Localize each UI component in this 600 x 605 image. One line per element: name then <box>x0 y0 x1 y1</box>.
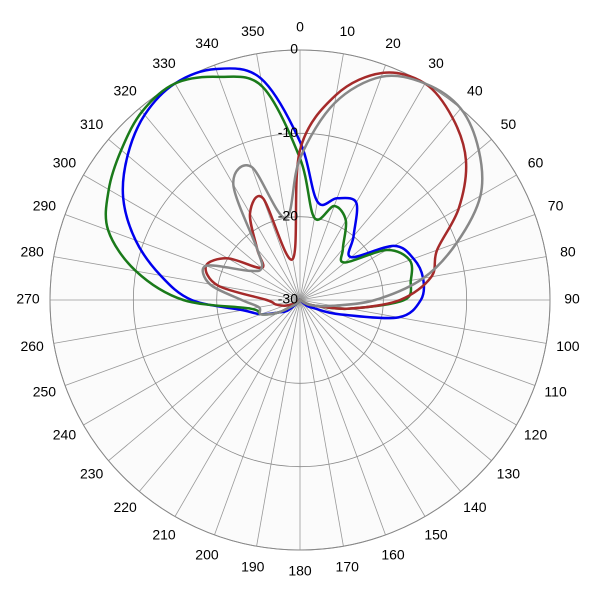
spoke <box>64 214 301 301</box>
angle-label: 240 <box>53 427 77 443</box>
angle-label: 230 <box>80 466 104 482</box>
spoke <box>299 64 386 301</box>
angle-label: 180 <box>288 563 312 579</box>
spoke <box>53 256 301 301</box>
angle-label: 320 <box>113 82 137 98</box>
spoke <box>299 108 462 301</box>
spoke <box>174 83 301 301</box>
series-line <box>201 74 484 316</box>
angle-label: 210 <box>152 526 176 542</box>
angle-label: 300 <box>53 155 77 171</box>
angle-label: 30 <box>428 55 444 71</box>
ring <box>132 132 468 468</box>
angle-label: 90 <box>564 291 580 307</box>
spoke <box>299 299 386 536</box>
angle-label: 140 <box>463 499 487 515</box>
spoke <box>299 299 344 547</box>
angle-label: 280 <box>20 243 44 259</box>
angle-label: 40 <box>467 82 483 98</box>
angle-label: 110 <box>544 384 567 400</box>
spoke <box>108 299 301 462</box>
radial-tick-label: -30 <box>278 291 298 307</box>
angle-label: 260 <box>20 338 44 354</box>
ring <box>216 216 384 384</box>
spoke <box>299 83 426 301</box>
angle-label: 120 <box>524 427 548 443</box>
spoke <box>256 299 301 547</box>
spoke <box>108 138 301 301</box>
spoke <box>299 138 492 301</box>
angle-label: 0 <box>296 19 304 35</box>
angle-label: 50 <box>501 116 517 132</box>
radial-tick-label: -10 <box>278 124 298 140</box>
angle-label: 310 <box>80 116 104 132</box>
spoke <box>299 299 426 517</box>
angle-label: 350 <box>241 23 265 39</box>
ring <box>49 49 551 551</box>
spoke <box>299 214 536 301</box>
angle-label: 200 <box>195 546 219 562</box>
angle-label: 170 <box>336 559 360 575</box>
spoke <box>138 299 301 492</box>
angle-label: 10 <box>339 23 355 39</box>
angle-label: 60 <box>528 155 544 171</box>
angle-label: 270 <box>16 291 40 307</box>
spoke <box>299 299 547 344</box>
angle-label: 190 <box>241 559 265 575</box>
spoke <box>299 299 462 492</box>
angle-label: 290 <box>33 198 57 214</box>
spoke <box>83 174 301 301</box>
spoke <box>138 108 301 301</box>
angle-label: 70 <box>548 198 564 214</box>
angle-label: 220 <box>113 499 137 515</box>
angle-label: 100 <box>556 338 580 354</box>
angle-label: 160 <box>381 546 405 562</box>
angle-label: 80 <box>560 243 576 259</box>
spoke <box>83 299 301 426</box>
angle-label: 340 <box>195 35 219 51</box>
angle-label: 20 <box>385 35 401 51</box>
spoke <box>299 299 492 462</box>
spoke <box>214 299 301 536</box>
spoke <box>174 299 301 517</box>
radial-tick-label: -20 <box>278 207 298 223</box>
angle-label: 250 <box>33 384 57 400</box>
angle-label: 130 <box>497 466 521 482</box>
spoke <box>214 64 301 301</box>
angle-label: 330 <box>152 55 176 71</box>
angle-label: 150 <box>424 526 448 542</box>
spoke <box>299 299 517 426</box>
radial-tick-label: 0 <box>290 41 298 57</box>
